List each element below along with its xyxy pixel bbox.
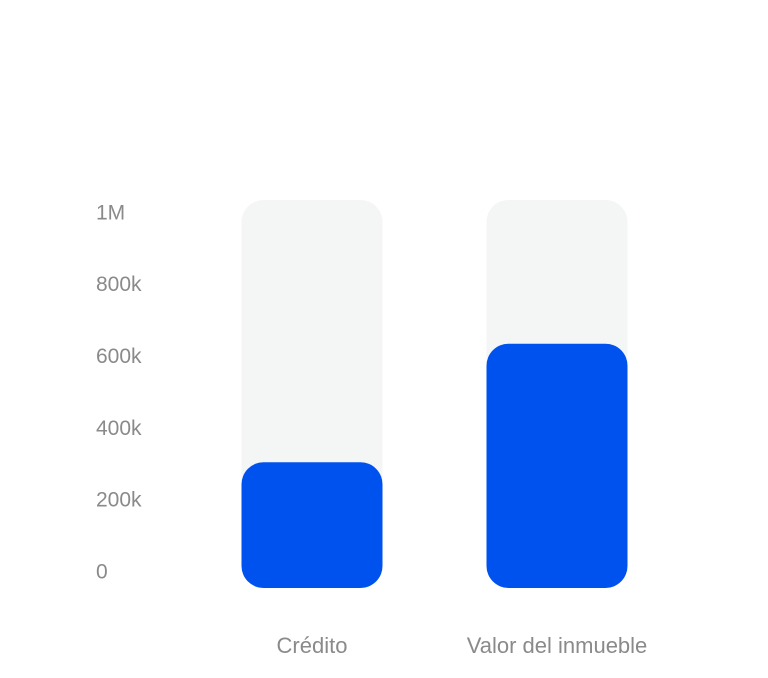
x-tick-label: Valor del inmueble [467, 633, 648, 658]
x-tick-label: Crédito [277, 633, 348, 658]
y-tick-label: 400k [96, 417, 142, 440]
bar [241, 462, 383, 588]
y-tick-label: 600k [96, 345, 142, 368]
y-tick-label: 0 [96, 561, 108, 584]
y-tick-label: 800k [96, 273, 142, 296]
bar [486, 343, 628, 588]
y-tick-label: 200k [96, 489, 142, 512]
y-tick-label: 1M [96, 201, 125, 224]
